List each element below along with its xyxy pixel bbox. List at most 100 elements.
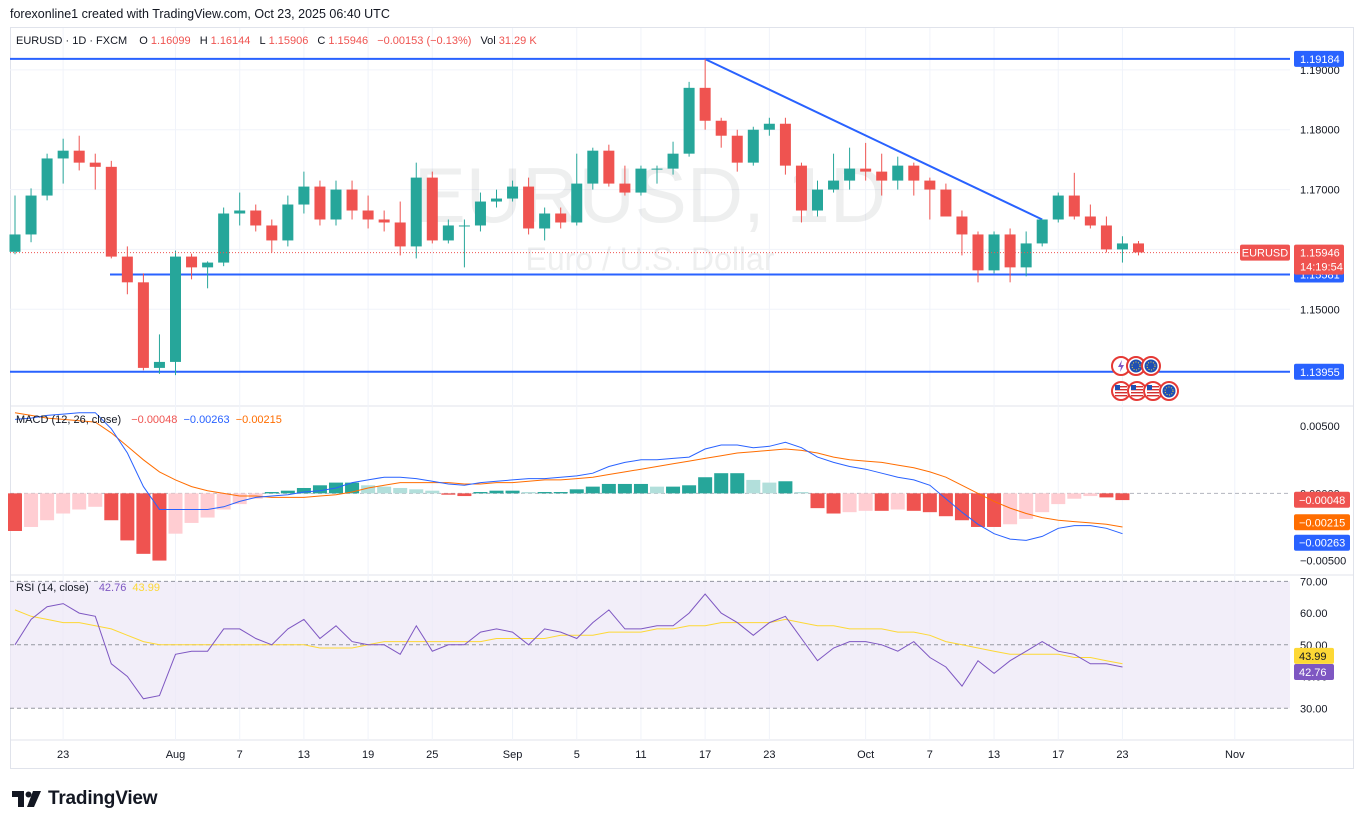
macd-histogram-bar [441, 493, 456, 495]
candle-body [972, 234, 984, 271]
candle-body [892, 165, 904, 181]
candle-body [619, 183, 631, 193]
macd-histogram-bar [617, 483, 632, 494]
candle-body [876, 171, 888, 181]
x-tick-label: 19 [362, 749, 374, 761]
macd-signal-value: −0.00215 [235, 414, 282, 426]
macd-axis-label: −0.00500 [1300, 556, 1346, 568]
macd-title[interactable]: MACD (12, 26, close) [16, 414, 122, 426]
us-flag-canton [1131, 385, 1136, 390]
macd-histogram-bar [425, 490, 440, 494]
macd-histogram-bar [1099, 493, 1114, 498]
candle-body [137, 282, 149, 368]
macd-histogram-bar [1051, 493, 1066, 505]
x-tick-label: 7 [237, 749, 243, 761]
axes: 23 Aug 7 13 19 25 Sep 5 11 17 23 Oct 7 13 17 23 Nov 1.190… [57, 50, 1350, 761]
macd-histogram-bar [72, 493, 87, 510]
rsi-value-label: 42.76 [1299, 667, 1327, 679]
high-label: H [199, 35, 208, 47]
macd-value-tag [1294, 534, 1350, 551]
level-price-label: 1.19184 [1300, 54, 1340, 66]
rsi-title[interactable]: RSI (14, close) [16, 582, 89, 594]
rsi-axis-label: 30.00 [1300, 703, 1328, 715]
us-flag-stripe [1131, 392, 1143, 394]
watermark-description: Euro / U.S. Dollar [526, 241, 775, 277]
macd-histogram-bar [377, 486, 392, 494]
candle-body [282, 204, 294, 241]
candle-body [908, 165, 920, 181]
level-price-tag [1294, 50, 1344, 67]
tradingview-logo[interactable]: TradingView [12, 788, 158, 810]
last-price-label: 1.15946 [1300, 248, 1340, 260]
us-flag-stripe [1131, 389, 1143, 391]
macd-histogram-bar [601, 483, 616, 494]
us-flag-stripe [1131, 386, 1143, 388]
candle-body [635, 168, 647, 193]
rsi-legend[interactable]: RSI (14, close) 42.76 43.99 [16, 582, 163, 594]
macd-histogram-bar [136, 493, 151, 554]
macd-histogram-bar [666, 486, 681, 494]
close-label: C [317, 35, 326, 47]
us-flag-stripe [1147, 395, 1159, 397]
x-tick-label: 7 [927, 749, 933, 761]
candle-body [442, 225, 454, 241]
macd-histogram-bar [553, 492, 568, 494]
price-axis-label: 1.18000 [1300, 125, 1340, 137]
macd-value-label: −0.00215 [1299, 517, 1345, 529]
macd-histogram-bar [569, 489, 584, 494]
macd-value-tag [1294, 491, 1350, 508]
candle-body [474, 201, 486, 226]
macd-histogram-bar [537, 492, 552, 494]
macd-histogram-bar [1067, 493, 1082, 499]
candle-body [41, 158, 53, 196]
price-legend[interactable]: EURUSD · 1D · FXCM O 1.16099 H 1.16144 L 1.… [16, 35, 540, 47]
open-label: O [139, 35, 148, 47]
us-flag-stripe [1115, 389, 1127, 391]
event-markers [1111, 356, 1179, 401]
candle-body [667, 153, 679, 169]
candle-body [1068, 195, 1080, 217]
macd-histogram-bar [152, 493, 167, 561]
macd-histogram-bar [296, 487, 311, 494]
chart-frame[interactable] [10, 27, 1354, 769]
macd-histogram-bar [682, 485, 697, 494]
macd-histogram-bar [1083, 493, 1098, 497]
macd-histogram-bar [730, 473, 745, 494]
macd-histogram-bar [698, 477, 713, 494]
macd-histogram-bar [505, 490, 520, 494]
candle-body [346, 189, 358, 211]
macd-value-tag [1294, 514, 1350, 531]
low-label: L [259, 35, 266, 47]
macd-legend[interactable]: MACD (12, 26, close) −0.00048 −0.00263 −… [16, 414, 285, 426]
price-axis-label: 1.15000 [1300, 304, 1340, 316]
us-flag-canton [1115, 385, 1120, 390]
price-axis-label: 1.19000 [1300, 65, 1340, 77]
candle-body [234, 210, 246, 214]
candle-body [940, 189, 952, 217]
candle-body [73, 150, 85, 163]
eu-flag-icon [1159, 381, 1179, 401]
symbol-price-tag [1240, 244, 1290, 261]
macd-histogram-bar [954, 493, 969, 521]
candle-body [121, 256, 133, 283]
price-pane [9, 57, 1290, 376]
candle-body [202, 262, 214, 268]
candle-body [507, 186, 519, 199]
macd-histogram-bar [56, 493, 71, 514]
rsi-ma-value: 43.99 [132, 582, 160, 594]
x-tick-label: 13 [988, 749, 1000, 761]
macd-line-value: −0.00263 [183, 414, 230, 426]
macd-histogram-bar [922, 493, 937, 513]
candle-body [587, 150, 599, 184]
macd-axis-label: 0.00500 [1300, 421, 1340, 433]
eu-flag-icon [1126, 356, 1146, 376]
candle-body [458, 225, 470, 227]
symbol-title[interactable]: EURUSD · 1D · FXCM [16, 35, 128, 47]
macd-line [14, 412, 1123, 541]
rsi-value-tag [1294, 663, 1334, 680]
macd-histogram-bar [473, 492, 488, 494]
low-value: 1.15906 [268, 35, 309, 47]
vol-value: 31.29 K [498, 35, 537, 47]
watermark-symbol: EURUSD, 1D [414, 151, 886, 239]
